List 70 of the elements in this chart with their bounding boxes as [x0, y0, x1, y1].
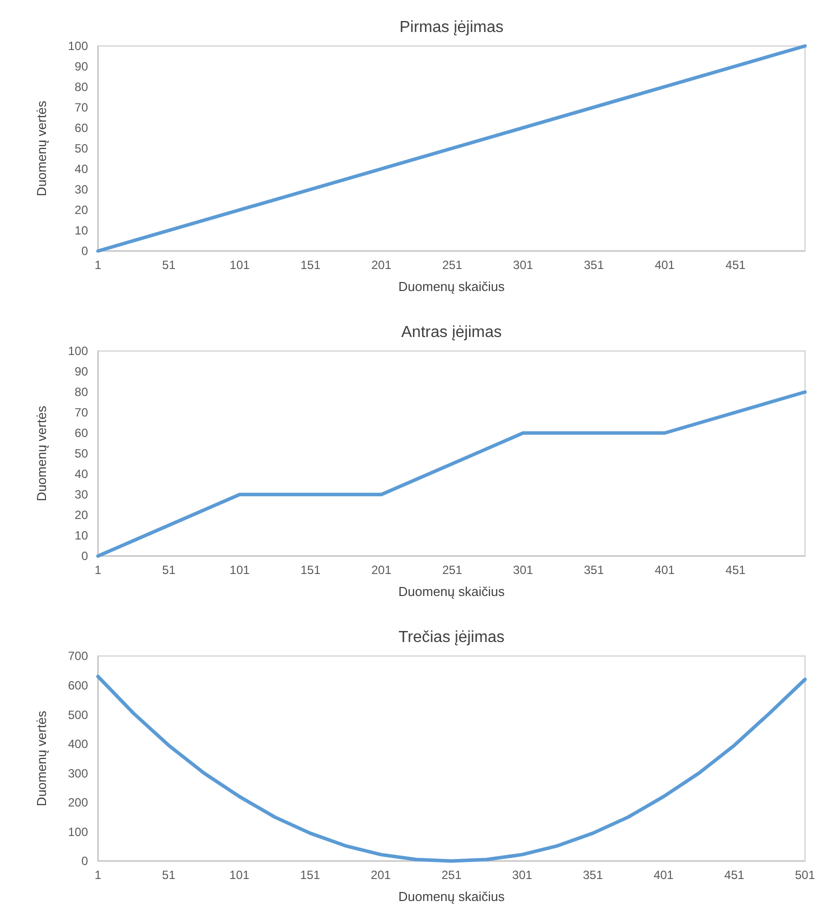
x-tick-label: 51 — [162, 258, 176, 272]
x-tick-label: 251 — [442, 563, 463, 577]
y-tick-label: 40 — [74, 467, 88, 482]
x-axis-title: Duomenų skaičius — [398, 889, 506, 904]
y-tick-label: 50 — [74, 142, 88, 156]
x-tick-label: 201 — [371, 563, 392, 577]
y-tick-label: 30 — [74, 182, 88, 197]
x-tick-label: 501 — [794, 868, 816, 882]
y-tick-label: 100 — [68, 344, 88, 358]
y-tick-label: 0 — [81, 244, 88, 258]
chart-title: Trečias įėjimas — [398, 629, 505, 646]
y-tick-label: 80 — [74, 80, 88, 94]
x-tick-label: 451 — [726, 258, 746, 272]
x-tick-label: 301 — [513, 563, 534, 577]
x-tick-label: 401 — [654, 258, 676, 272]
y-tick-label: 20 — [74, 508, 88, 522]
y-tick-label: 90 — [74, 364, 88, 379]
y-tick-label: 90 — [74, 60, 88, 74]
x-tick-label: 251 — [441, 868, 462, 882]
y-tick-label: 30 — [74, 488, 88, 502]
y-tick-label: 300 — [68, 766, 88, 780]
x-tick-label: 51 — [162, 868, 176, 882]
y-tick-label: 40 — [74, 162, 88, 176]
x-tick-label: 301 — [512, 868, 533, 882]
x-tick-label: 51 — [162, 563, 176, 577]
y-tick-label: 60 — [74, 426, 88, 440]
y-tick-label: 10 — [74, 224, 88, 238]
y-tick-label: 500 — [68, 708, 88, 722]
x-tick-label: 201 — [370, 868, 392, 882]
x-axis-title: Duomenų skaičius — [398, 584, 506, 599]
x-tick-label: 1 — [94, 563, 102, 577]
x-tick-label: 1 — [94, 868, 102, 882]
chart-title: Antras įėjimas — [401, 324, 502, 341]
y-tick-label: 10 — [74, 528, 88, 543]
x-tick-label: 151 — [300, 258, 321, 272]
y-tick-label: 400 — [68, 737, 88, 752]
y-tick-label: 0 — [81, 549, 88, 564]
x-tick-label: 251 — [442, 258, 463, 272]
x-tick-label: 351 — [584, 563, 604, 577]
y-tick-label: 60 — [74, 121, 88, 136]
chart-title: Pirmas įėjimas — [399, 19, 504, 36]
x-tick-label: 201 — [371, 258, 392, 272]
x-tick-label: 151 — [300, 868, 320, 882]
x-tick-label: 351 — [582, 868, 604, 882]
x-tick-label: 1 — [94, 258, 102, 272]
y-tick-label: 0 — [81, 854, 88, 868]
y-axis-title: Duomenų vertės — [34, 100, 49, 196]
y-tick-label: 100 — [68, 824, 88, 839]
x-tick-label: 101 — [230, 563, 250, 577]
y-tick-label: 20 — [74, 203, 88, 218]
y-axis-title: Duomenų vertės — [34, 405, 49, 502]
y-tick-label: 50 — [74, 446, 88, 461]
y-tick-label: 200 — [68, 796, 88, 810]
x-tick-label: 151 — [300, 563, 321, 577]
x-axis-title: Duomenų skaičius — [398, 279, 506, 294]
x-tick-label: 101 — [229, 868, 250, 882]
y-tick-label: 700 — [68, 649, 88, 664]
x-tick-label: 101 — [230, 258, 250, 272]
y-tick-label: 70 — [74, 406, 88, 420]
x-tick-label: 351 — [584, 258, 604, 272]
x-tick-label: 301 — [513, 258, 534, 272]
x-tick-label: 401 — [654, 563, 676, 577]
x-tick-label: 401 — [654, 868, 674, 882]
y-tick-label: 600 — [68, 678, 88, 692]
x-tick-label: 451 — [724, 868, 745, 882]
y-tick-label: 100 — [68, 39, 88, 54]
y-axis-title: Duomenų vertės — [34, 710, 49, 806]
y-tick-label: 70 — [74, 100, 88, 115]
x-tick-label: 451 — [726, 563, 746, 577]
y-tick-label: 80 — [74, 385, 88, 400]
